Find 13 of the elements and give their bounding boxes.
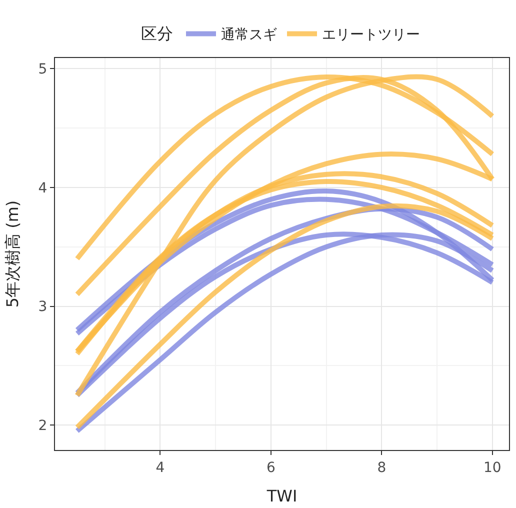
y-tick-label: 5 bbox=[38, 62, 48, 78]
legend-label: 通常スギ bbox=[221, 27, 277, 44]
x-axis-title: TWI bbox=[266, 486, 298, 506]
x-tick-label: 8 bbox=[377, 460, 386, 476]
x-tick-label: 4 bbox=[156, 460, 165, 476]
y-tick-label: 3 bbox=[38, 299, 48, 316]
legend-label: エリートツリー bbox=[322, 27, 420, 44]
x-tick-label: 10 bbox=[483, 460, 502, 476]
y-tick-label: 4 bbox=[38, 180, 48, 196]
y-tick-label: 2 bbox=[38, 418, 48, 434]
y-axis-title: 5年次樹高 (m) bbox=[3, 200, 22, 308]
x-tick-label: 6 bbox=[266, 460, 276, 476]
legend-title: 区分 bbox=[141, 24, 173, 43]
